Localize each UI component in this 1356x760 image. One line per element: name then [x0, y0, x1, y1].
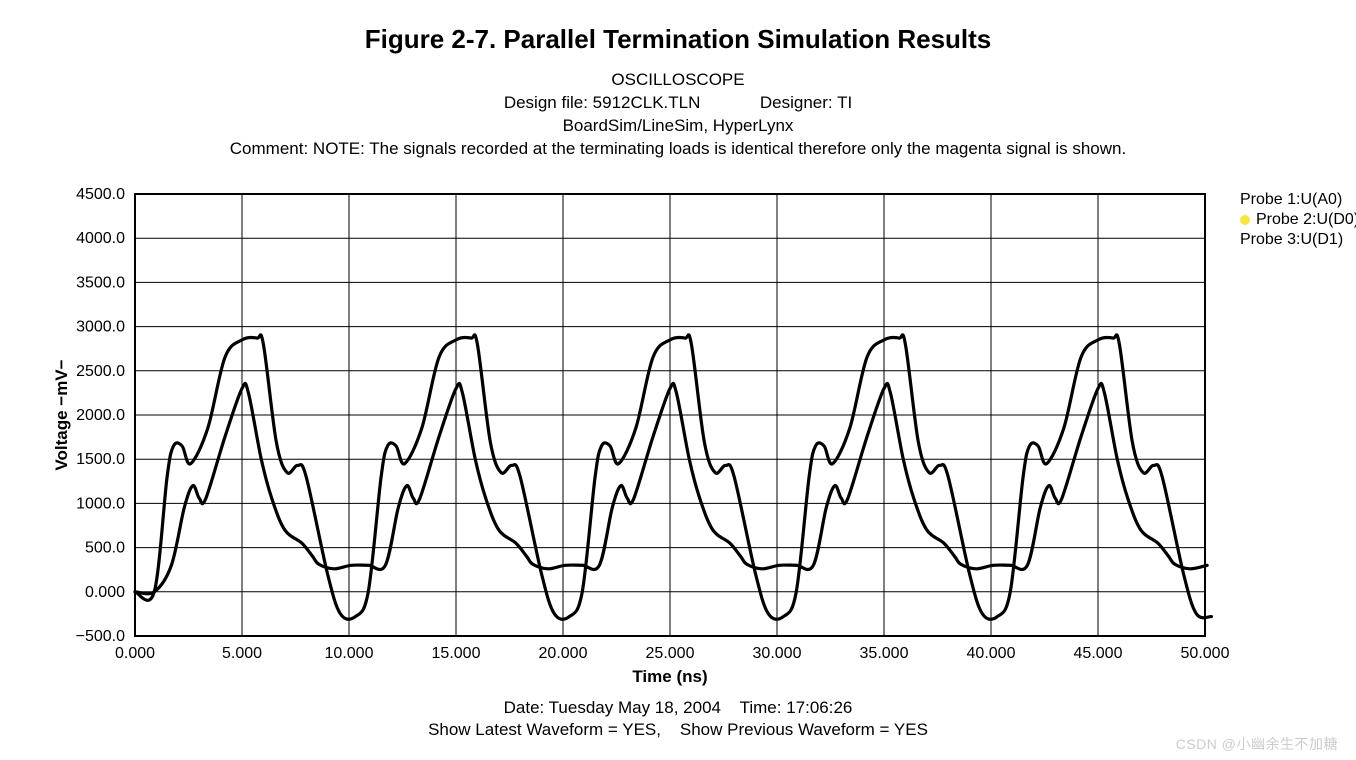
- legend-label: Probe 1:U(A0): [1240, 190, 1342, 210]
- design-file-value: 5912CLK.TLN: [593, 93, 701, 112]
- svg-text:4500.0: 4500.0: [76, 188, 125, 203]
- svg-text:20.000: 20.000: [539, 645, 588, 662]
- chart-svg: 0.000 5.000 10.000 15.000 20.000 25.000 30.000…: [45, 188, 1235, 688]
- svg-text:25.000: 25.000: [646, 645, 695, 662]
- svg-text:0.000: 0.000: [85, 584, 125, 601]
- footer-date: Tuesday May 18, 2004: [549, 698, 721, 717]
- svg-text:5.000: 5.000: [222, 645, 262, 662]
- figure-title: Figure 2-7. Parallel Termination Simulat…: [0, 0, 1356, 55]
- svg-text:35.000: 35.000: [860, 645, 909, 662]
- footer-show-latest: Show Latest Waveform = YES,: [428, 720, 661, 739]
- svg-text:1000.0: 1000.0: [76, 495, 125, 512]
- legend-item: Probe 1:U(A0): [1240, 190, 1356, 210]
- footer-datetime: Date: Tuesday May 18, 2004 Time: 17:06:2…: [0, 697, 1356, 719]
- svg-text:0.000: 0.000: [115, 645, 155, 662]
- svg-text:40.000: 40.000: [967, 645, 1016, 662]
- svg-text:Voltage −mV−: Voltage −mV−: [52, 359, 71, 470]
- oscilloscope-chart: 0.000 5.000 10.000 15.000 20.000 25.000 30.000…: [45, 188, 1235, 688]
- watermark: CSDN @小幽余生不加糖: [1176, 734, 1338, 754]
- footer-block: Date: Tuesday May 18, 2004 Time: 17:06:2…: [0, 697, 1356, 741]
- svg-text:30.000: 30.000: [753, 645, 802, 662]
- svg-text:2000.0: 2000.0: [76, 407, 125, 424]
- svg-text:10.000: 10.000: [325, 645, 374, 662]
- footer-waveform-flags: Show Latest Waveform = YES, Show Previou…: [0, 719, 1356, 741]
- legend-label: Probe 3:U(D1): [1240, 230, 1343, 250]
- header-instrument: OSCILLOSCOPE: [0, 69, 1356, 92]
- svg-text:−500.0: −500.0: [76, 628, 125, 645]
- svg-text:1500.0: 1500.0: [76, 451, 125, 468]
- design-file-label: Design file:: [504, 93, 588, 112]
- header-design-line: Design file: 5912CLK.TLN Designer: TI: [0, 92, 1356, 115]
- svg-text:500.0: 500.0: [85, 540, 125, 557]
- footer-time: 17:06:26: [786, 698, 852, 717]
- svg-text:Time (ns): Time (ns): [632, 667, 707, 686]
- svg-text:45.000: 45.000: [1074, 645, 1123, 662]
- header-tool: BoardSim/LineSim, HyperLynx: [0, 115, 1356, 138]
- svg-text:2500.0: 2500.0: [76, 363, 125, 380]
- footer-show-previous: Show Previous Waveform = YES: [680, 720, 928, 739]
- designer-label: Designer:: [760, 93, 833, 112]
- svg-text:3500.0: 3500.0: [76, 274, 125, 291]
- svg-text:4000.0: 4000.0: [76, 230, 125, 247]
- svg-text:50.000: 50.000: [1181, 645, 1230, 662]
- legend-label: Probe 2:U(D0): [1256, 210, 1356, 230]
- legend-swatch: [1240, 215, 1250, 225]
- header-block: OSCILLOSCOPE Design file: 5912CLK.TLN De…: [0, 69, 1356, 161]
- footer-date-label: Date:: [504, 698, 545, 717]
- designer-value: TI: [837, 93, 852, 112]
- legend-item: Probe 3:U(D1): [1240, 230, 1356, 250]
- header-comment: Comment: NOTE: The signals recorded at t…: [0, 138, 1356, 161]
- footer-time-label: Time:: [740, 698, 782, 717]
- legend-item: Probe 2:U(D0): [1240, 210, 1356, 230]
- svg-text:15.000: 15.000: [432, 645, 481, 662]
- svg-text:3000.0: 3000.0: [76, 319, 125, 336]
- legend: Probe 1:U(A0) Probe 2:U(D0) Probe 3:U(D1…: [1240, 190, 1356, 250]
